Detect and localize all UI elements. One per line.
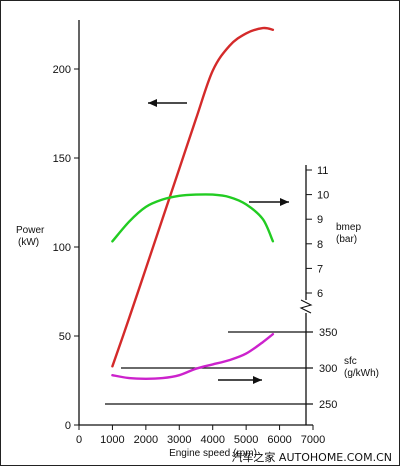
bmep-tick-label-6: 6 — [317, 288, 323, 300]
rpm-tick-label-5000: 5000 — [234, 434, 258, 446]
bmep-tick-label-8: 8 — [317, 239, 323, 251]
bmep-tick-label-9: 9 — [317, 214, 323, 226]
rpm-tick-label-2000: 2000 — [134, 434, 158, 446]
sfc-tick-label-300: 300 — [319, 363, 337, 375]
power-tick-label-200: 200 — [53, 64, 71, 76]
rpm-tick-label-6000: 6000 — [267, 434, 291, 446]
power-axis-unit: (kW) — [18, 237, 39, 248]
power-tick-label-150: 150 — [53, 153, 71, 165]
axis-break-mark — [299, 299, 313, 314]
rpm-tick-label-0: 0 — [76, 434, 82, 446]
sfc-axis-arrow-head — [253, 376, 262, 384]
bmep-tick-label-7: 7 — [317, 263, 323, 275]
sfc-axis-label: sfc — [344, 356, 357, 367]
rpm-tick-label-1000: 1000 — [100, 434, 124, 446]
x-axis-label: Engine speed (rpm) — [169, 448, 257, 459]
rpm-tick-label-3000: 3000 — [167, 434, 191, 446]
bmep-axis-label: bmep — [336, 222, 361, 233]
series-bmep-line — [111, 193, 275, 243]
bmep-tick-label-11: 11 — [317, 165, 328, 177]
sfc-tick-label-250: 250 — [319, 399, 337, 411]
series-sfc-line — [111, 333, 275, 381]
rpm-tick-label-4000: 4000 — [200, 434, 224, 446]
rpm-tick-label-7000: 7000 — [301, 434, 325, 446]
power-tick-label-100: 100 — [53, 242, 71, 254]
power-axis-arrow-head — [148, 99, 157, 107]
bmep-axis-unit: (bar) — [336, 234, 357, 245]
bmep-tick-label-10: 10 — [317, 190, 329, 202]
bmep-axis-arrow-head — [280, 198, 289, 206]
series-left-line — [111, 26, 275, 368]
power-tick-label-0: 0 — [65, 420, 71, 432]
power-tick-label-50: 50 — [59, 331, 71, 343]
watermark: 汽车之家 AUTOHOME.COM.CN — [231, 450, 392, 464]
power-axis-label: Power — [16, 225, 45, 236]
sfc-tick-label-350: 350 — [319, 327, 337, 339]
sfc-axis-unit: (g/kWh) — [344, 368, 379, 379]
